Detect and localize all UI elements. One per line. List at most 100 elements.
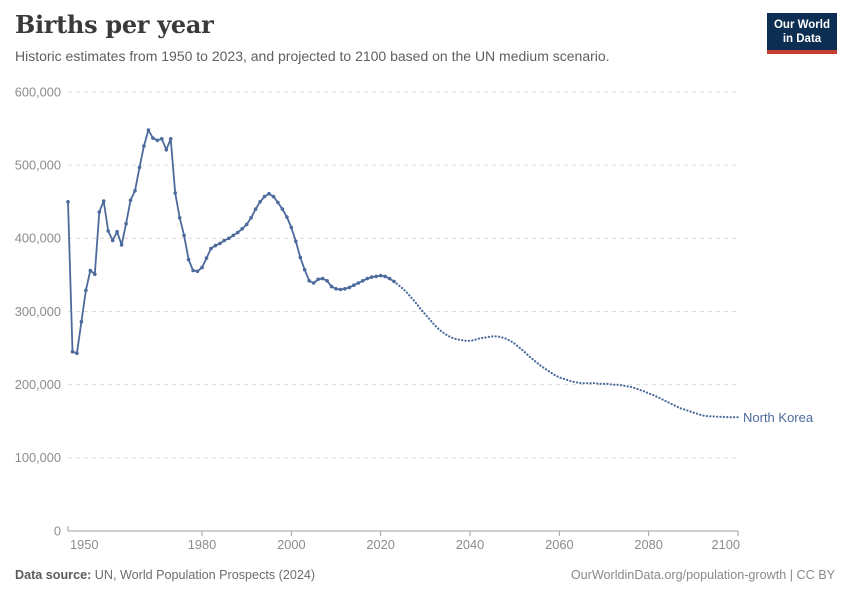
data-point-marker[interactable] <box>378 273 383 278</box>
data-point-marker[interactable] <box>124 221 128 226</box>
data-point-marker[interactable] <box>294 239 298 244</box>
data-point-marker[interactable] <box>307 279 312 283</box>
data-point-marker[interactable] <box>182 233 186 238</box>
y-axis-tick-label: 400,000 <box>15 231 61 246</box>
data-point-marker[interactable] <box>177 216 182 220</box>
data-point-marker[interactable] <box>329 284 334 289</box>
data-point-marker[interactable] <box>276 200 280 205</box>
data-point-marker[interactable] <box>70 349 75 354</box>
series-line-projection[interactable] <box>393 280 740 419</box>
data-point-marker[interactable] <box>392 279 396 284</box>
x-axis-tick-label: 2040 <box>456 537 484 552</box>
data-source-value: UN, World Population Prospects (2024) <box>94 568 316 582</box>
data-point-marker[interactable] <box>75 351 79 356</box>
data-point-marker[interactable] <box>164 148 169 152</box>
data-point-marker[interactable] <box>244 222 249 227</box>
data-point-marker[interactable] <box>186 257 191 262</box>
data-point-marker[interactable] <box>352 283 356 288</box>
data-point-marker[interactable] <box>119 243 124 247</box>
logo-line1: Our World <box>773 19 830 31</box>
data-point-marker[interactable] <box>383 274 387 279</box>
data-point-marker[interactable] <box>88 268 93 273</box>
data-point-marker[interactable] <box>227 236 231 241</box>
data-point-marker[interactable] <box>343 287 347 291</box>
data-point-marker[interactable] <box>66 200 70 204</box>
data-point-marker[interactable] <box>253 207 258 211</box>
data-point-marker[interactable] <box>101 199 106 203</box>
data-point-marker[interactable] <box>271 194 276 199</box>
data-point-marker[interactable] <box>325 279 329 283</box>
data-point-marker[interactable] <box>195 269 200 274</box>
data-point-marker[interactable] <box>365 276 370 281</box>
data-point-marker[interactable] <box>84 288 88 293</box>
data-point-marker[interactable] <box>235 230 240 235</box>
y-axis-tick-label: 300,000 <box>15 304 61 319</box>
data-point-marker[interactable] <box>155 138 160 143</box>
data-point-marker[interactable] <box>93 272 97 277</box>
data-point-marker[interactable] <box>347 285 352 290</box>
data-point-marker[interactable] <box>110 238 115 243</box>
data-point-marker[interactable] <box>142 144 146 148</box>
data-point-marker[interactable] <box>218 241 222 246</box>
data-point-marker[interactable] <box>311 281 316 285</box>
data-point-marker[interactable] <box>258 200 262 204</box>
entity-label[interactable]: North Korea <box>743 410 814 425</box>
x-axis-tick-label: 2100 <box>712 537 740 552</box>
data-point-marker[interactable] <box>320 276 325 281</box>
data-point-marker[interactable] <box>369 275 374 279</box>
data-point-marker[interactable] <box>361 279 365 283</box>
data-point-marker[interactable] <box>267 191 271 196</box>
data-point-marker[interactable] <box>213 243 218 248</box>
x-axis-tick-label: 2060 <box>545 537 573 552</box>
data-point-marker[interactable] <box>115 229 119 234</box>
logo-line2: in Data <box>782 33 822 46</box>
data-point-marker[interactable] <box>298 255 303 260</box>
data-point-marker[interactable] <box>128 198 133 203</box>
data-point-marker[interactable] <box>302 268 307 272</box>
data-point-marker[interactable] <box>222 238 227 243</box>
data-point-marker[interactable] <box>191 268 195 273</box>
data-point-marker[interactable] <box>168 137 173 141</box>
data-point-marker[interactable] <box>151 136 155 140</box>
data-point-marker[interactable] <box>79 319 84 324</box>
x-axis-tick-label: 2000 <box>277 537 305 552</box>
data-point-marker[interactable] <box>374 274 379 279</box>
data-point-marker[interactable] <box>106 229 110 233</box>
data-point-marker[interactable] <box>137 165 142 170</box>
data-point-marker[interactable] <box>316 277 320 282</box>
data-point-marker[interactable] <box>285 215 289 219</box>
data-point-marker[interactable] <box>204 256 209 260</box>
page-subtitle: Historic estimates from 1950 to 2023, an… <box>15 48 610 64</box>
x-axis-tick-label: 2020 <box>366 537 394 552</box>
owid-logo[interactable]: Our World in Data <box>767 13 837 54</box>
data-source-label: Data source: <box>15 568 92 582</box>
data-point-marker[interactable] <box>200 265 204 270</box>
data-point-marker[interactable] <box>97 210 102 214</box>
data-point-marker[interactable] <box>249 216 253 220</box>
data-point-marker[interactable] <box>240 227 244 231</box>
data-point-marker[interactable] <box>231 233 236 238</box>
data-source: Data source: UN, World Population Prospe… <box>15 568 315 582</box>
data-point-marker[interactable] <box>334 287 338 291</box>
y-axis-tick-label: 500,000 <box>15 157 61 172</box>
data-point-marker[interactable] <box>387 276 392 281</box>
data-point-marker[interactable] <box>209 246 213 251</box>
x-axis-tick-label: 1980 <box>188 537 216 552</box>
chart-footer: Data source: UN, World Population Prospe… <box>15 568 835 582</box>
data-point-marker[interactable] <box>262 194 267 199</box>
data-point-marker[interactable] <box>356 281 361 285</box>
data-point-marker[interactable] <box>160 137 164 141</box>
y-axis-tick-label: 200,000 <box>15 377 61 392</box>
y-axis-tick-label: 100,000 <box>15 450 61 465</box>
series-line-historic[interactable] <box>67 129 395 355</box>
data-point-marker[interactable] <box>280 207 285 211</box>
footer-citation[interactable]: OurWorldinData.org/population-growth | C… <box>570 568 835 582</box>
data-point-marker[interactable] <box>146 128 151 132</box>
data-point-marker[interactable] <box>173 191 177 195</box>
data-point-marker[interactable] <box>133 189 137 193</box>
data-point-marker[interactable] <box>338 287 343 292</box>
y-axis-tick-label: 600,000 <box>15 84 61 99</box>
x-axis-tick-label: 2080 <box>634 537 662 552</box>
data-point-marker[interactable] <box>289 225 294 230</box>
